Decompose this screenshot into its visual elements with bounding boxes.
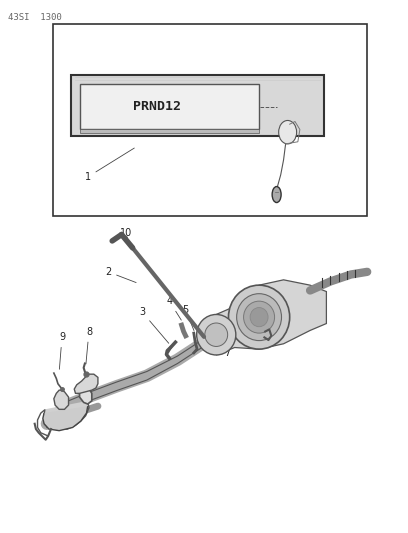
Ellipse shape <box>237 294 282 341</box>
Ellipse shape <box>205 323 228 346</box>
Bar <box>80 84 259 129</box>
Text: 4: 4 <box>166 296 181 320</box>
Ellipse shape <box>244 301 275 333</box>
Ellipse shape <box>228 285 290 349</box>
Ellipse shape <box>197 314 236 355</box>
Ellipse shape <box>272 187 281 203</box>
Bar <box>53 24 367 216</box>
Text: 7: 7 <box>218 342 231 358</box>
Polygon shape <box>44 401 89 429</box>
Text: 6: 6 <box>268 336 280 347</box>
Polygon shape <box>74 374 98 393</box>
Text: 9: 9 <box>59 332 65 369</box>
Polygon shape <box>216 280 326 355</box>
Polygon shape <box>80 378 92 404</box>
Text: PRND12: PRND12 <box>133 100 181 113</box>
Bar <box>71 75 324 136</box>
Text: 10: 10 <box>120 229 132 238</box>
Text: 8: 8 <box>86 327 92 364</box>
Text: 2: 2 <box>105 267 136 282</box>
Bar <box>80 129 259 133</box>
Circle shape <box>279 120 297 144</box>
Ellipse shape <box>250 308 268 327</box>
Text: 5: 5 <box>182 305 194 330</box>
Text: 3: 3 <box>139 307 169 343</box>
Text: 43SI  1300: 43SI 1300 <box>8 13 62 22</box>
Text: 1: 1 <box>84 148 134 182</box>
Polygon shape <box>54 390 69 409</box>
Polygon shape <box>43 406 88 431</box>
